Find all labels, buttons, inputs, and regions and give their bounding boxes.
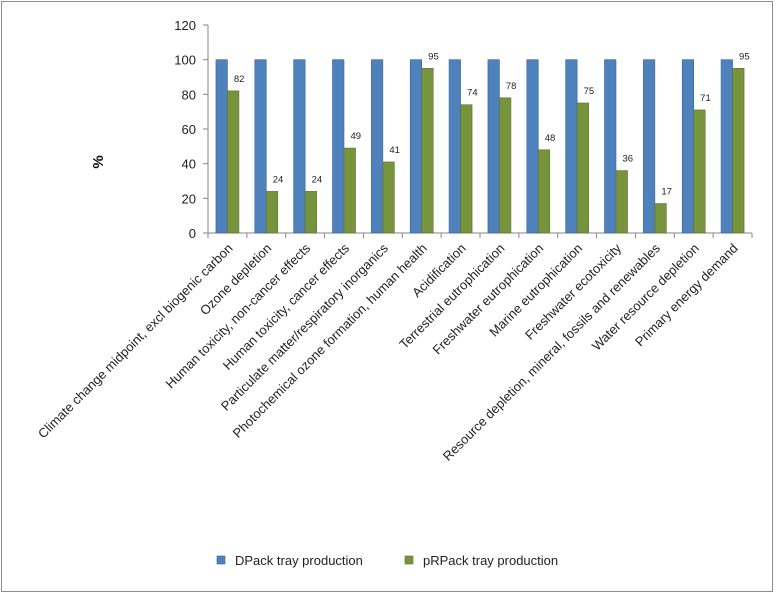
bar-prpack-2 <box>265 191 279 234</box>
bar-prpack-11 <box>615 170 628 234</box>
bar-dpack-12 <box>643 59 656 234</box>
bar-prpack-14 <box>732 68 745 234</box>
data-label: 17 <box>661 187 672 198</box>
data-label: 24 <box>273 174 284 185</box>
bar-prpack-10 <box>576 102 589 234</box>
legend-swatch-dpack <box>216 555 226 565</box>
bar-dpack-5 <box>371 59 384 234</box>
data-label: 95 <box>739 51 750 62</box>
y-tick-label: 100 <box>174 53 196 68</box>
bar-dpack-2 <box>254 59 267 234</box>
bar-prpack-12 <box>654 203 667 234</box>
bar-prpack-9 <box>537 149 551 234</box>
data-label: 71 <box>700 93 711 104</box>
bar-prpack-8 <box>499 97 512 234</box>
bar-dpack-7 <box>448 59 461 234</box>
legend-label-dpack: DPack tray production <box>235 553 363 568</box>
data-label: 49 <box>350 131 361 142</box>
y-tick-label: 120 <box>174 18 196 33</box>
bar-prpack-3 <box>304 191 317 234</box>
y-tick-label: 0 <box>189 226 196 241</box>
bar-dpack-4 <box>332 59 345 234</box>
y-tick-label: 20 <box>182 191 196 206</box>
bar-prpack-6 <box>421 68 434 234</box>
data-label: 74 <box>467 88 478 99</box>
data-label: 48 <box>545 133 556 144</box>
bar-dpack-11 <box>604 59 617 234</box>
bar-dpack-14 <box>720 59 733 234</box>
legend-swatch-prpack <box>404 555 414 565</box>
y-tick-label: 60 <box>182 122 196 137</box>
data-label: 24 <box>312 174 323 185</box>
bar-dpack-1 <box>215 59 228 234</box>
data-label: 95 <box>428 51 439 62</box>
bar-dpack-13 <box>681 59 695 234</box>
bar-prpack-13 <box>693 109 706 234</box>
data-label: 78 <box>506 81 517 92</box>
bar-dpack-8 <box>487 59 500 234</box>
bar-dpack-9 <box>526 59 539 234</box>
bar-prpack-5 <box>382 161 395 234</box>
y-tick-label: 40 <box>182 157 196 172</box>
bar-dpack-3 <box>293 59 306 234</box>
bar-dpack-10 <box>565 59 578 234</box>
data-label: 82 <box>234 74 245 85</box>
data-label: 41 <box>389 145 400 156</box>
bar-prpack-7 <box>460 104 473 234</box>
bar-dpack-6 <box>409 59 423 234</box>
legend-label-prpack: pRPack tray production <box>423 553 558 568</box>
y-axis-label: % <box>90 155 107 168</box>
bar-prpack-1 <box>227 90 240 234</box>
y-tick-label: 80 <box>182 87 196 102</box>
data-label: 75 <box>584 86 595 97</box>
bar-prpack-4 <box>343 147 356 234</box>
data-label: 36 <box>622 154 633 165</box>
